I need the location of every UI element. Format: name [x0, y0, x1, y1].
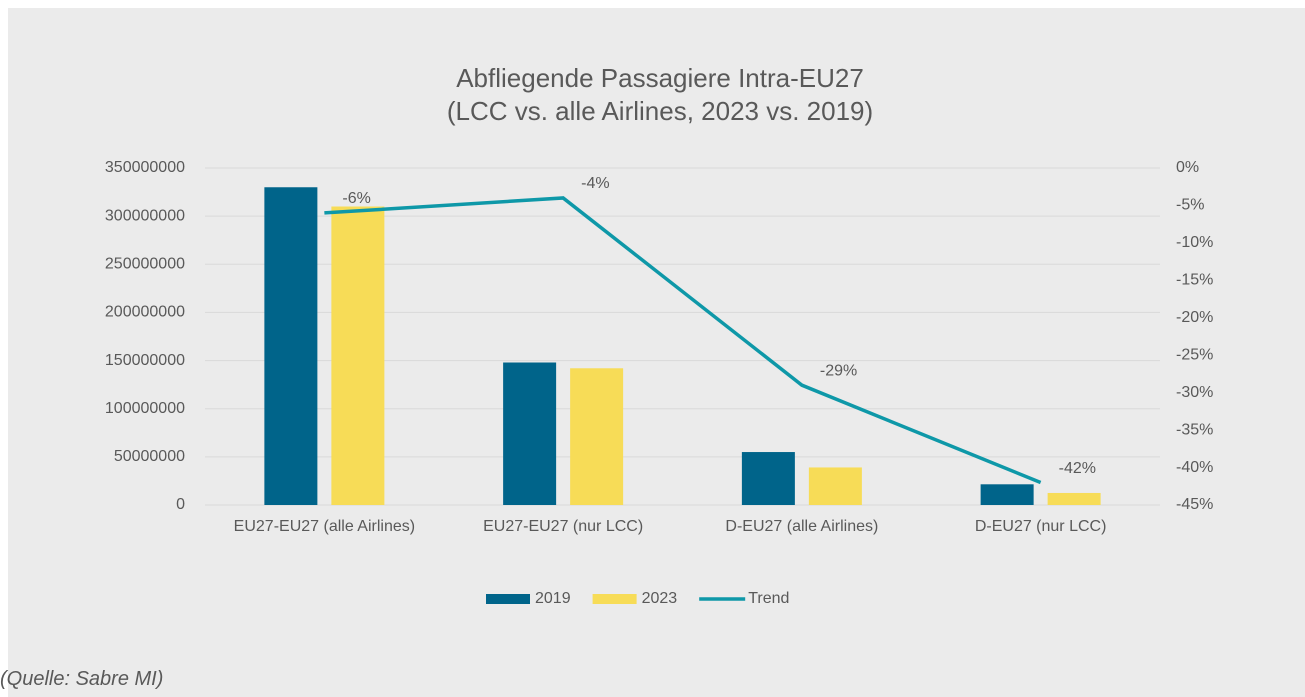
legend-swatch	[592, 594, 637, 604]
y2-tick-label: -45%	[1176, 496, 1213, 513]
y2-tick-label: -10%	[1176, 234, 1213, 251]
y2-tick-label: -30%	[1176, 384, 1213, 401]
bar	[264, 187, 318, 505]
y-tick-label: 100000000	[105, 400, 185, 417]
chart-title: Abfliegende Passagiere Intra-EU27	[456, 63, 864, 93]
y2-tick-label: -15%	[1176, 272, 1213, 289]
y-tick-label: 0	[176, 496, 185, 513]
x-tick-label: EU27-EU27 (alle Airlines)	[233, 518, 416, 535]
legend-label: 2019	[535, 590, 571, 607]
y2-tick-label: -35%	[1176, 421, 1213, 438]
y-tick-label: 200000000	[105, 304, 185, 321]
bar	[331, 206, 385, 505]
bar	[503, 362, 557, 505]
legend-label: 2023	[642, 590, 678, 607]
bar	[980, 484, 1034, 505]
x-tick-label: EU27-EU27 (nur LCC)	[483, 518, 644, 535]
chart-background	[8, 8, 1305, 697]
y2-tick-label: -25%	[1176, 346, 1213, 363]
y2-tick-label: -40%	[1176, 459, 1213, 476]
bar	[741, 452, 795, 505]
data-label: -6%	[342, 190, 370, 207]
x-tick-label: D-EU27 (alle Airlines)	[725, 518, 879, 535]
data-label: -4%	[581, 175, 609, 192]
y2-tick-label: -20%	[1176, 309, 1213, 326]
y-tick-label: 150000000	[105, 352, 185, 369]
data-label: -42%	[1059, 460, 1096, 477]
legend-label: Trend	[748, 590, 789, 607]
y2-tick-label: 0%	[1176, 159, 1199, 176]
y-tick-label: 250000000	[105, 256, 185, 273]
source-note: (Quelle: Sabre MI)	[0, 668, 164, 690]
bar	[570, 368, 624, 505]
chart-subtitle: (LCC vs. alle Airlines, 2023 vs. 2019)	[447, 96, 873, 126]
y-tick-label: 300000000	[105, 207, 185, 224]
data-label: -29%	[820, 362, 857, 379]
y-tick-label: 350000000	[105, 159, 185, 176]
bar	[808, 467, 862, 505]
x-tick-label: D-EU27 (nur LCC)	[974, 518, 1107, 535]
y2-tick-label: -5%	[1176, 197, 1204, 214]
y-tick-label: 50000000	[114, 448, 185, 465]
bar	[1047, 492, 1101, 505]
legend-swatch	[486, 594, 530, 604]
trend-line	[324, 196, 1042, 485]
